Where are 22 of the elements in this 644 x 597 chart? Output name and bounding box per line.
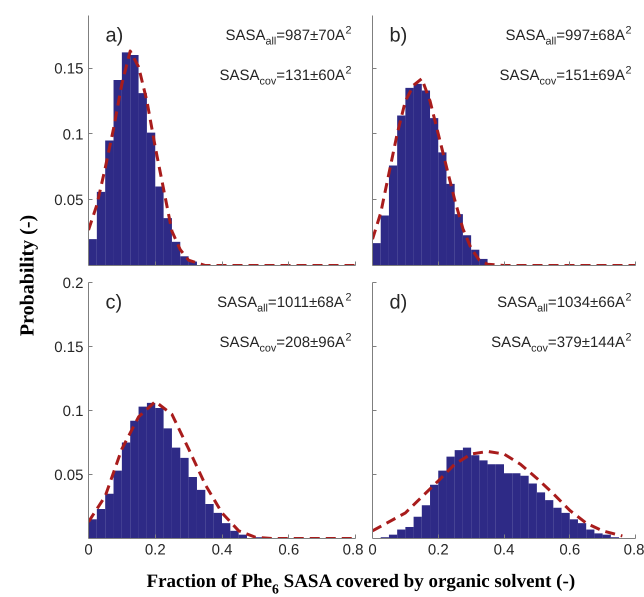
- x-tick-label: 0: [368, 542, 377, 558]
- y-tick-label: 0.1: [62, 403, 84, 420]
- y-tick-label: 0.2: [62, 275, 84, 292]
- x-tick-label: 0.4: [212, 542, 232, 558]
- x-tick-label: 0.4: [494, 542, 514, 558]
- annotation: c): [106, 292, 122, 314]
- x-tick-label: 0.2: [144, 542, 166, 558]
- x-tick-label: 0.6: [278, 542, 300, 558]
- y-tick-label: 0.15: [54, 339, 84, 356]
- annotation: a): [106, 24, 124, 46]
- y-tick-label: 0.05: [54, 192, 84, 210]
- x-tick-label: 0.8: [342, 542, 364, 558]
- y-tick-label: 0.05: [54, 467, 84, 484]
- y-tick-label: 0.15: [54, 60, 84, 78]
- annotation: b): [390, 24, 408, 46]
- annotation: d): [390, 292, 408, 314]
- x-tick-label: 0: [84, 542, 93, 558]
- y-axis-title: Probability (-): [16, 214, 38, 336]
- y-tick-label: 0.1: [62, 126, 84, 144]
- x-tick-label: 0.8: [624, 542, 644, 558]
- x-tick-label: 0.6: [559, 542, 580, 558]
- x-tick-label: 0.2: [428, 542, 449, 558]
